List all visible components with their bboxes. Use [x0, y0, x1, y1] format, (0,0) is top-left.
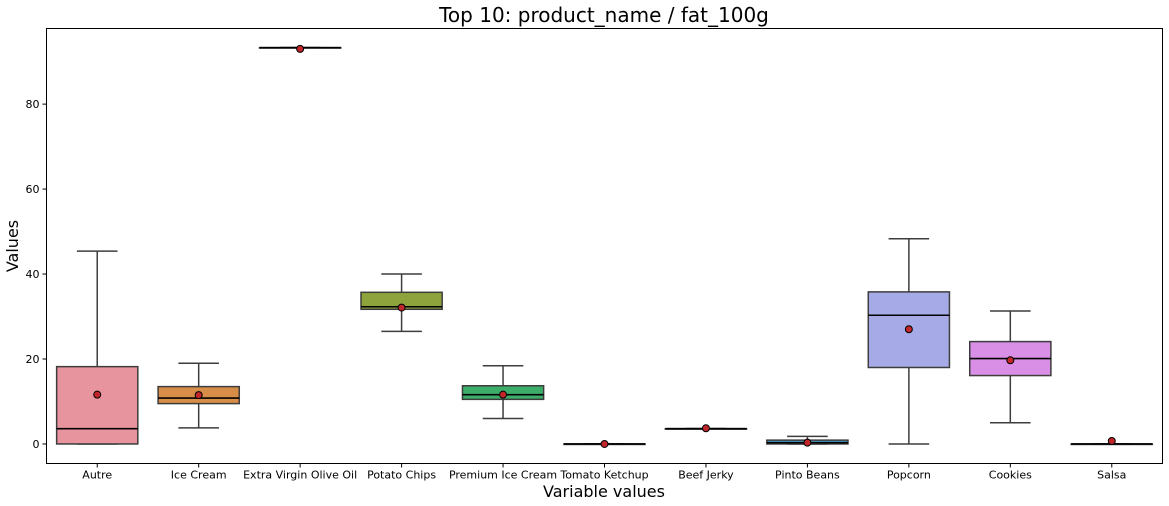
axis-ticks: 0 20 40 60 80 Autre Ice Cream Extra Virgin Oliv…	[26, 98, 1127, 481]
plot-area-frame	[46, 28, 1163, 464]
mean-marker	[600, 439, 609, 448]
box-salsa	[1070, 436, 1154, 446]
mean-marker	[803, 438, 812, 447]
mean-marker	[194, 391, 203, 400]
box-extra-virgin-olive-oil	[258, 44, 342, 53]
x-tick-label: Potato Chips	[367, 469, 436, 482]
mean-marker	[93, 390, 102, 399]
y-tick-label: 0	[33, 438, 40, 451]
box-pinto-beans	[766, 435, 849, 447]
x-tick-label: Autre	[82, 469, 112, 482]
box-potato-chips	[360, 273, 443, 333]
x-axis-label: Variable values	[543, 482, 665, 501]
x-tick-label: Tomato Ketchup	[559, 469, 648, 482]
box-beef-jerky	[664, 424, 748, 433]
x-tick-label: Popcorn	[887, 469, 931, 482]
mean-marker	[296, 44, 305, 53]
y-axis-label: Values	[3, 220, 22, 272]
x-tick-label: Salsa	[1097, 469, 1126, 482]
y-tick-label: 60	[26, 183, 40, 196]
box-autre	[55, 250, 139, 445]
chart-title: Top 10: product_name / fat_100g	[438, 3, 769, 27]
y-tick-label: 20	[26, 353, 40, 366]
x-tick-label: Premium Ice Cream	[449, 469, 557, 482]
y-tick-label: 80	[26, 98, 40, 111]
box-popcorn	[867, 238, 951, 445]
y-tick-label: 40	[26, 268, 40, 281]
x-tick-label: Beef Jerky	[678, 469, 734, 482]
mean-marker	[499, 390, 508, 399]
mean-marker	[904, 325, 913, 334]
boxes	[55, 44, 1154, 448]
x-tick-label: Cookies	[989, 469, 1032, 482]
mean-marker	[701, 424, 710, 433]
mean-marker	[1006, 356, 1015, 365]
box-premium-ice-cream	[461, 365, 545, 420]
box-ice-cream	[157, 362, 241, 429]
box-cookies	[968, 310, 1052, 424]
x-tick-label: Extra Virgin Olive Oil	[243, 469, 357, 482]
x-tick-label: Pinto Beans	[775, 469, 840, 482]
mean-marker	[1107, 436, 1116, 445]
mean-marker	[397, 303, 406, 312]
x-tick-label: Ice Cream	[171, 469, 227, 482]
box-tomato-ketchup	[563, 439, 646, 448]
box-rect	[55, 365, 139, 445]
